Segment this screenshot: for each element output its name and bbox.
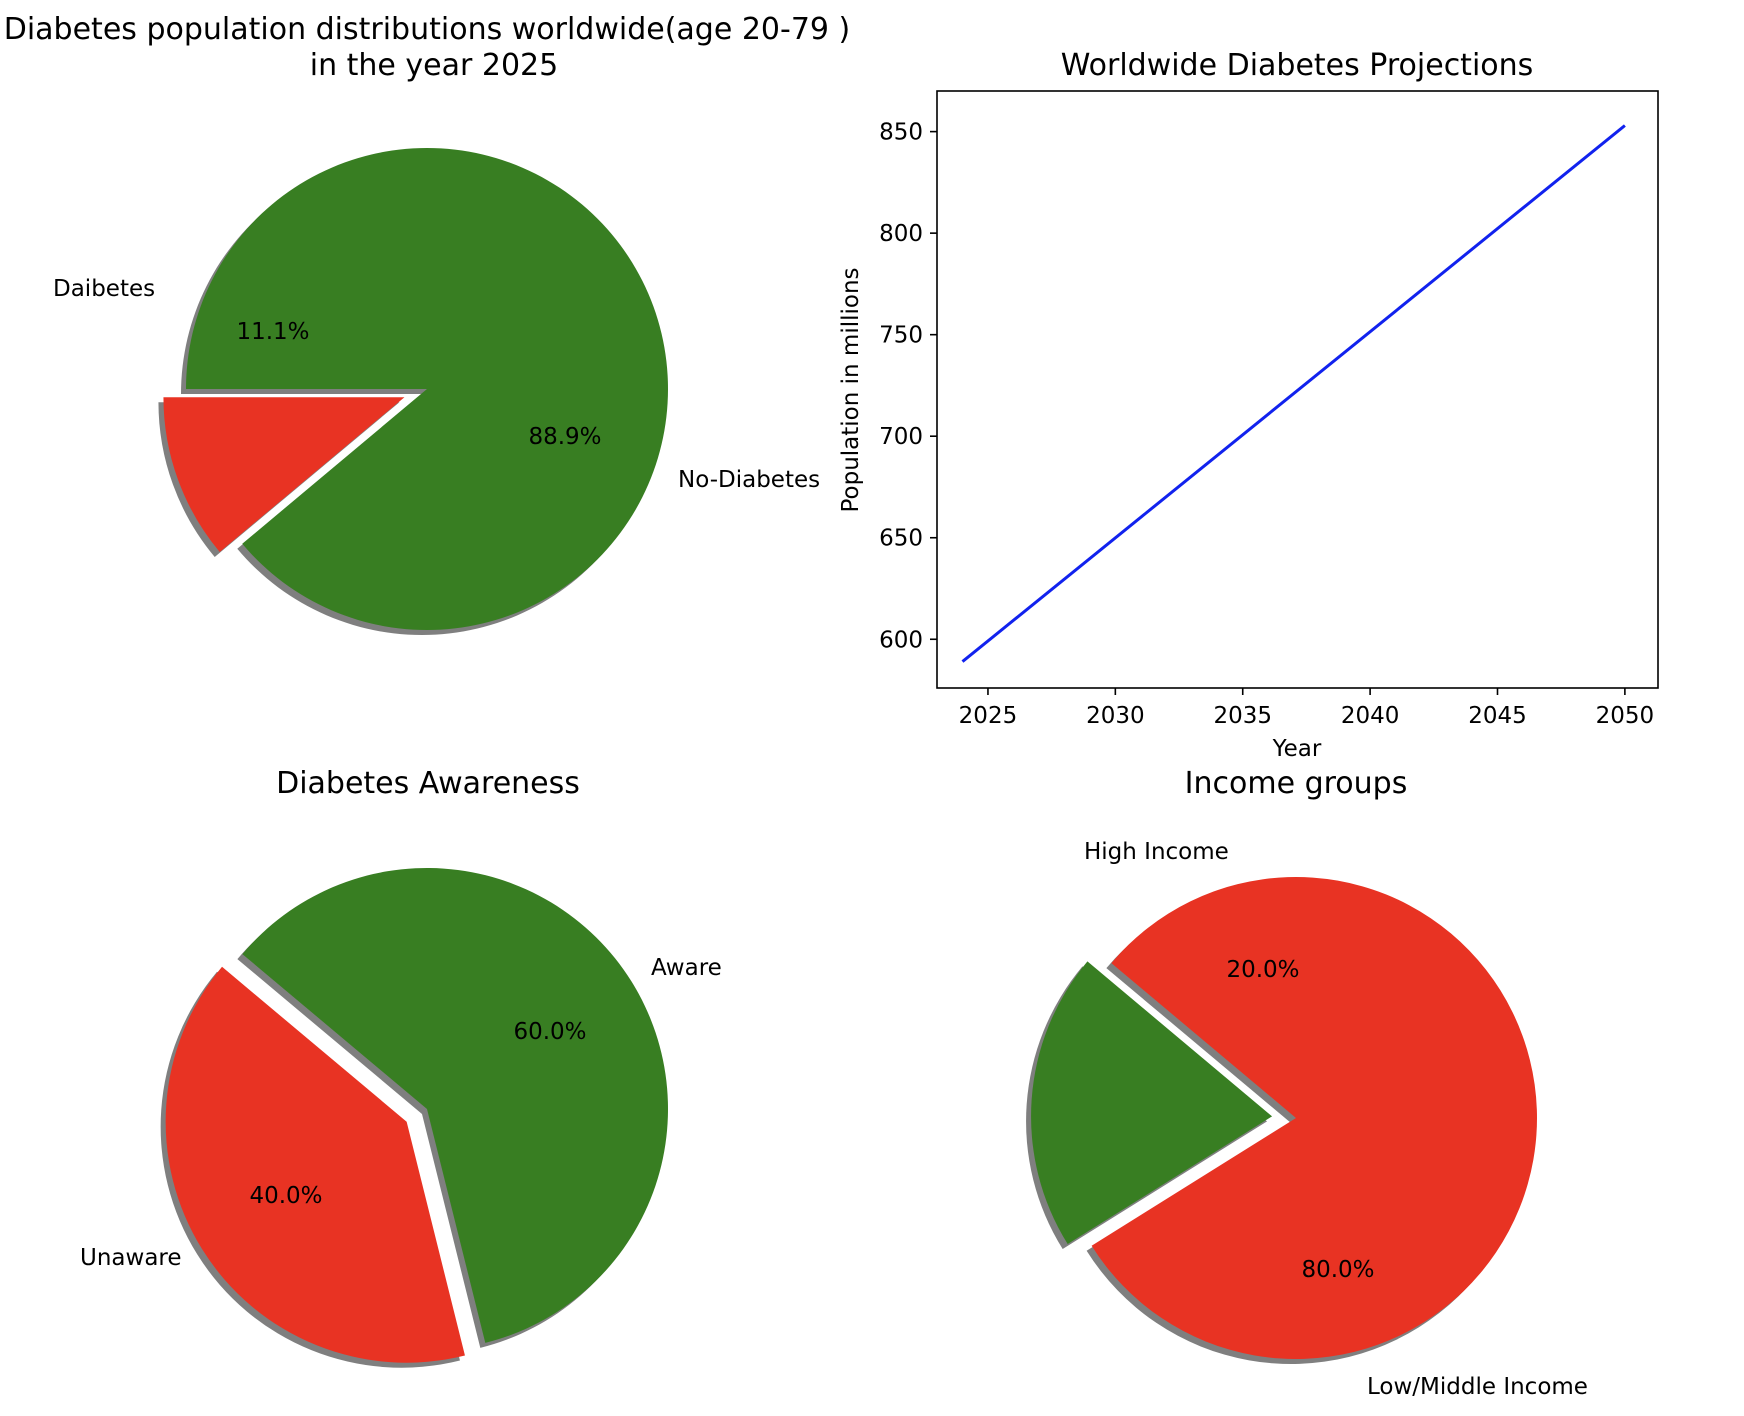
pie3-slices (1026, 877, 1537, 1365)
y-tick-label: 700 (879, 424, 923, 450)
x-tick-label: 2050 (1596, 703, 1655, 729)
pie-slice-aware (242, 868, 668, 1343)
x-tick-label: 2045 (1468, 703, 1527, 729)
pct-label-aware: 60.0% (513, 1019, 586, 1045)
chart-title-projections: Worldwide Diabetes Projections (1061, 48, 1534, 83)
pct-label-no-diabetes: 88.9% (528, 424, 601, 450)
pie2-slices (160, 868, 668, 1368)
y-tick-label: 600 (879, 627, 923, 653)
y-tick-label: 750 (879, 323, 923, 349)
y-tick-label: 850 (879, 120, 923, 146)
y-tick-label: 650 (879, 526, 923, 552)
plot-frame (936, 90, 1659, 689)
line-chart-projections: Worldwide Diabetes Projections 2025 2030 2… (838, 48, 1659, 762)
pie-slice-low-middle-income (1091, 877, 1537, 1360)
pie-chart-population: Diabetes population distributions worldw… (4, 12, 851, 635)
slice-label-unaware: Unaware (80, 1245, 182, 1271)
pct-label-diabetes: 11.1% (236, 319, 309, 345)
slice-label-no-diabetes: No-Diabetes (678, 467, 820, 493)
x-tick-label: 2030 (1086, 703, 1145, 729)
pct-label-unaware: 40.0% (249, 1183, 322, 1209)
slice-label-aware: Aware (651, 955, 722, 981)
pct-label-high-income: 20.0% (1226, 957, 1299, 983)
x-axis-label: Year (1272, 736, 1322, 762)
pie-slice-high-income (1031, 961, 1273, 1245)
projection-line (961, 124, 1626, 663)
x-tick-label: 2035 (1213, 703, 1272, 729)
chart-title-population-line1: Diabetes population distributions worldw… (4, 12, 851, 47)
slice-label-low-middle-income: Low/Middle Income (1367, 1374, 1588, 1400)
pie-slice-no-diabetes (185, 148, 668, 630)
pie0-slices (158, 148, 668, 635)
y-axis-label: Population in millions (838, 267, 864, 512)
slice-label-diabetes: Daibetes (53, 276, 155, 302)
pie-slice-unaware (165, 966, 465, 1363)
slice-label-high-income: High Income (1084, 839, 1229, 865)
axis-ticks: 2025 2030 2035 2040 2045 2050 600 650 700 750 800 8… (879, 120, 1654, 729)
chart-title-income: Income groups (1185, 766, 1408, 801)
y-tick-label: 800 (879, 221, 923, 247)
pie-slice-daibetes (163, 397, 405, 552)
x-tick-label: 2025 (959, 703, 1018, 729)
pct-label-low-middle-income: 80.0% (1301, 1257, 1374, 1283)
chart-title-awareness: Diabetes Awareness (276, 766, 580, 801)
chart-title-population-line2: in the year 2025 (310, 48, 558, 83)
pie-chart-income: Income groups High Income Low/Middle Inc… (1026, 766, 1588, 1400)
pie-chart-awareness: Diabetes Awareness Unaware Aware 40.0% 6… (80, 766, 722, 1368)
x-tick-label: 2040 (1341, 703, 1400, 729)
